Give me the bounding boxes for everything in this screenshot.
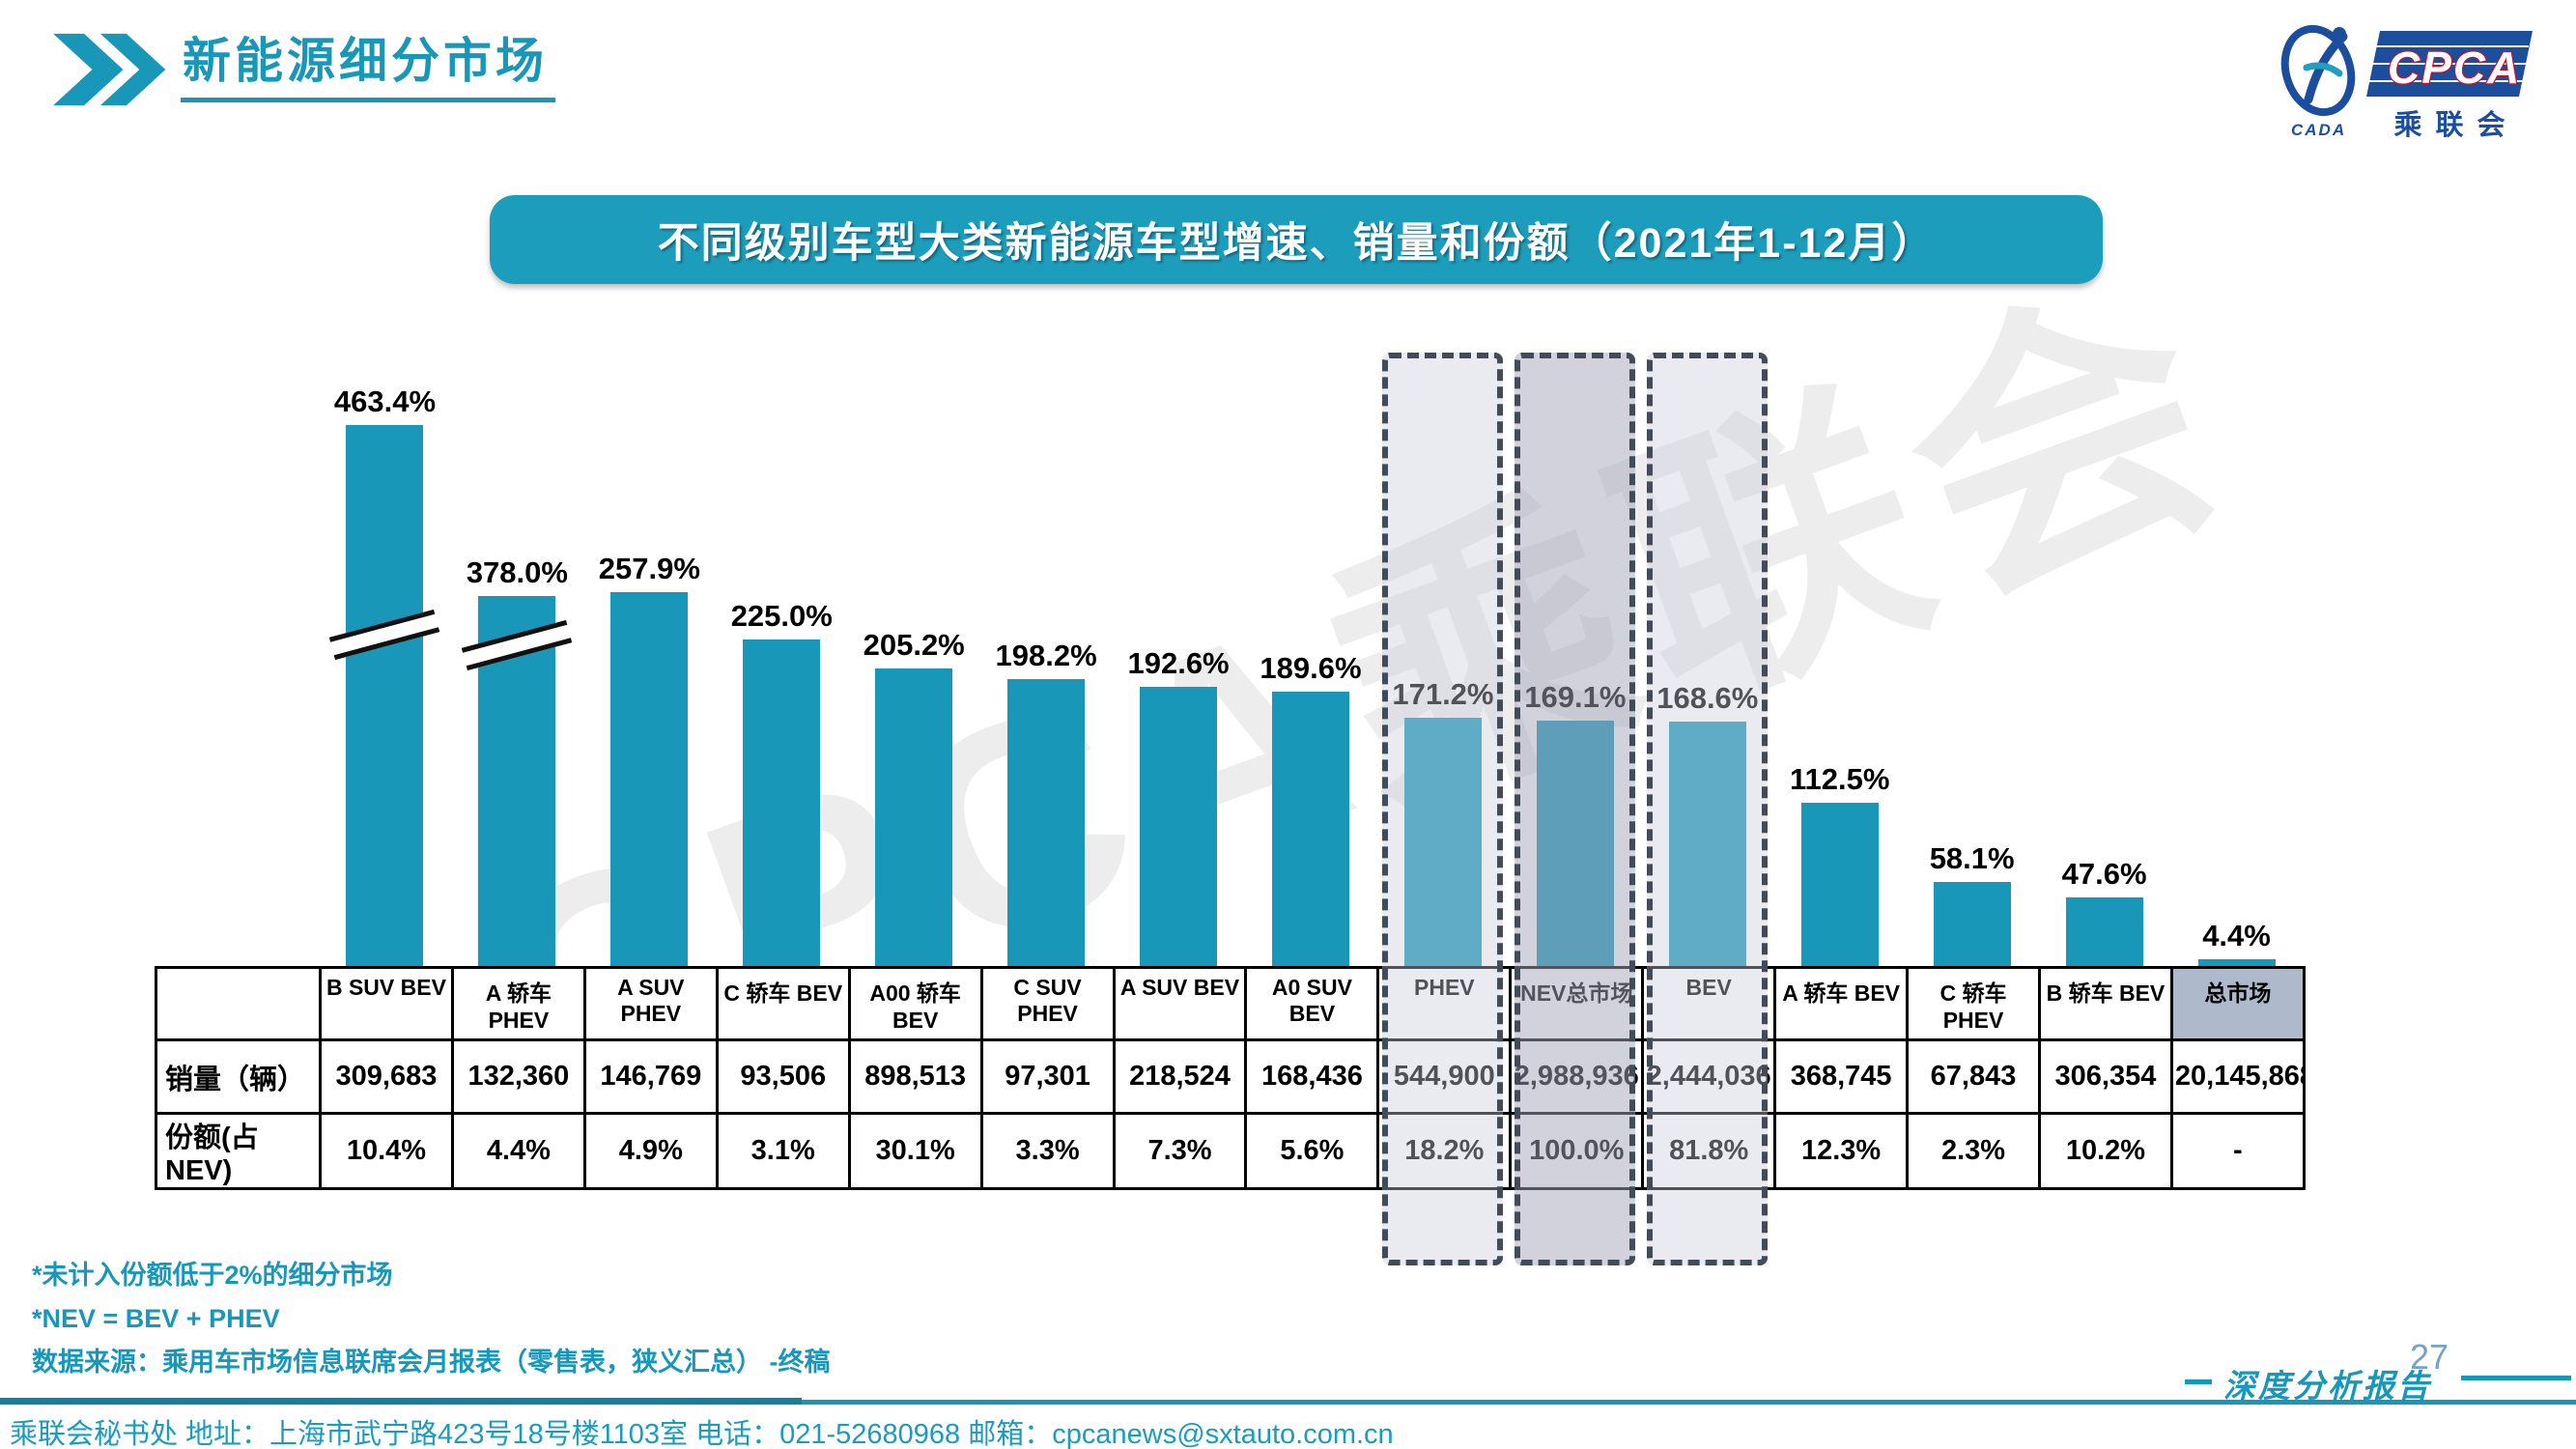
bar-A 轿车 BEV xyxy=(1800,803,1879,966)
bar-value-label: 257.9% xyxy=(598,552,700,585)
table-cell: 368,745 xyxy=(1773,1038,1910,1115)
bar-A SUV BEV xyxy=(1140,687,1218,966)
table-cell: 132,360 xyxy=(450,1038,586,1115)
table-cell: 67,843 xyxy=(1906,1038,2041,1115)
bar-PHEV xyxy=(1403,718,1482,966)
bar-value-label: 378.0% xyxy=(466,555,568,589)
footer-divider-accent xyxy=(0,1398,802,1405)
bar-value-label: 189.6% xyxy=(1260,651,1362,685)
report-type-label: 深度分析报告 xyxy=(2223,1370,2432,1405)
table-cell: 18.2% xyxy=(1376,1112,1513,1190)
bar-B SUV BEV xyxy=(346,425,424,966)
bar-C 轿车 PHEV xyxy=(1933,882,2011,966)
column-header: C 轿车 BEV xyxy=(715,966,851,1041)
header: 新能源细分市场 xyxy=(53,27,555,112)
table-corner-cell xyxy=(155,966,322,1041)
table-cell: 544,900 xyxy=(1376,1038,1513,1115)
column-header: A0 SUV BEV xyxy=(1244,966,1380,1041)
bar-A SUV PHEV xyxy=(610,592,689,966)
table-cell: 146,769 xyxy=(582,1038,719,1115)
bar-A0 SUV BEV xyxy=(1272,692,1349,966)
table-cell: 10.2% xyxy=(2037,1112,2173,1190)
footnote-line: 数据来源：乘用车市场信息联席会月报表（零售表，狭义汇总） -终稿 xyxy=(32,1348,831,1377)
cpca-logo-graphic: CADA CPCA xyxy=(2280,24,2533,139)
logo-cn-text: 乘联会 xyxy=(2393,110,2519,141)
footnote-line: *NEV = BEV + PHEV xyxy=(32,1304,280,1333)
chart-title-banner: 不同级别车型大类新能源车型增速、销量和份额（2021年1-12月） xyxy=(490,195,2103,284)
table-cell: 168,436 xyxy=(1244,1038,1380,1115)
bar-value-label: 58.1% xyxy=(1929,841,2015,875)
column-header: C SUV PHEV xyxy=(979,966,1116,1041)
bar-A00 轿车 BEV xyxy=(875,668,953,966)
chart-title: 不同级别车型大类新能源车型增速、销量和份额（2021年1-12月） xyxy=(657,220,1936,267)
column-header: C 轿车 PHEV xyxy=(1906,966,2041,1041)
bar-C 轿车 BEV xyxy=(743,639,821,966)
highlight-box-PHEV xyxy=(1382,353,1504,1265)
bar-C SUV PHEV xyxy=(1007,679,1086,966)
bar-value-label: 198.2% xyxy=(995,639,1097,672)
column-header: BEV xyxy=(1641,966,1777,1041)
bar-value-label: 205.2% xyxy=(863,628,965,662)
table-cell: 20,145,868 xyxy=(2169,1038,2306,1115)
data-table: B SUV BEV A 轿车 PHEV A SUV PHEV C 轿车 BEV A00 … xyxy=(155,966,2306,1190)
column-header: A 轿车 BEV xyxy=(1773,966,1910,1041)
table-cell: 30.1% xyxy=(847,1112,983,1190)
table-cell: 218,524 xyxy=(1112,1038,1248,1115)
report-type-line-left xyxy=(2185,1379,2212,1384)
table-cell: 4.9% xyxy=(582,1112,719,1190)
page-title: 新能源细分市场 xyxy=(181,27,555,102)
table-cell: 97,301 xyxy=(979,1038,1116,1115)
svg-text:CADA: CADA xyxy=(2291,121,2346,138)
table-cell: 2,444,036 xyxy=(1641,1038,1777,1115)
column-header: B SUV BEV xyxy=(319,966,454,1041)
footer-contact: 乘联会秘书处 地址：上海市武宁路423号18号楼1103室 电话：021-526… xyxy=(10,1419,1394,1449)
column-header: A SUV PHEV xyxy=(582,966,719,1041)
double-chevron-icon xyxy=(53,33,166,106)
svg-text:CPCA: CPCA xyxy=(2388,43,2521,93)
footnote-line: *未计入份额低于2%的细分市场 xyxy=(32,1261,393,1290)
table-cell: 10.4% xyxy=(319,1112,454,1190)
row-header: 销量（辆） xyxy=(155,1038,322,1115)
table-cell: 81.8% xyxy=(1641,1112,1777,1190)
page-number: 27 xyxy=(2410,1337,2449,1377)
table-cell: 4.4% xyxy=(450,1112,586,1190)
table-cell: 93,506 xyxy=(715,1038,851,1115)
column-header: A 轿车 PHEV xyxy=(450,966,586,1041)
bar-value-label: 112.5% xyxy=(1790,762,1890,796)
highlight-box-BEV xyxy=(1647,353,1769,1265)
bar-value-label: 47.6% xyxy=(2061,857,2147,891)
bar-BEV xyxy=(1668,722,1746,966)
bar-总市场 xyxy=(2197,959,2276,966)
bar-value-label: 4.4% xyxy=(2202,919,2271,952)
table-cell: 7.3% xyxy=(1112,1112,1248,1190)
column-header: PHEV xyxy=(1376,966,1513,1041)
footer-divider xyxy=(0,1400,2576,1405)
table-cell: 12.3% xyxy=(1773,1112,1910,1190)
table-cell: 309,683 xyxy=(319,1038,454,1115)
footnotes: *未计入份额低于2%的细分市场 *NEV = BEV + PHEV 数据来源：乘用车… xyxy=(32,1254,831,1384)
table-cell: 3.3% xyxy=(979,1112,1116,1190)
bar-value-label: 192.6% xyxy=(1127,646,1230,680)
column-header: A SUV BEV xyxy=(1112,966,1248,1041)
bar-B 轿车 BEV xyxy=(2065,897,2143,966)
table-cell: 306,354 xyxy=(2037,1038,2173,1115)
bar-value-label: 168.6% xyxy=(1656,681,1759,715)
row-header: 份额(占NEV) xyxy=(155,1112,322,1190)
column-header: 总市场 xyxy=(2169,966,2306,1041)
column-header: B 轿车 BEV xyxy=(2037,966,2173,1041)
report-type-line-right xyxy=(2461,1376,2571,1380)
highlight-box-NEV总市场 xyxy=(1514,353,1636,1265)
table-cell: 5.6% xyxy=(1244,1112,1380,1190)
bar-value-label: 463.4% xyxy=(333,384,437,418)
column-header: A00 轿车 BEV xyxy=(847,966,983,1041)
table-cell: 3.1% xyxy=(715,1112,851,1190)
bar-value-label: 225.0% xyxy=(730,599,833,633)
table-cell: 2.3% xyxy=(1906,1112,2041,1190)
bar-value-label: 171.2% xyxy=(1392,677,1494,711)
table-cell: 898,513 xyxy=(847,1038,983,1115)
cpca-logo: CADA CPCA 乘联会 xyxy=(2279,17,2540,141)
table-cell: - xyxy=(2169,1112,2306,1190)
